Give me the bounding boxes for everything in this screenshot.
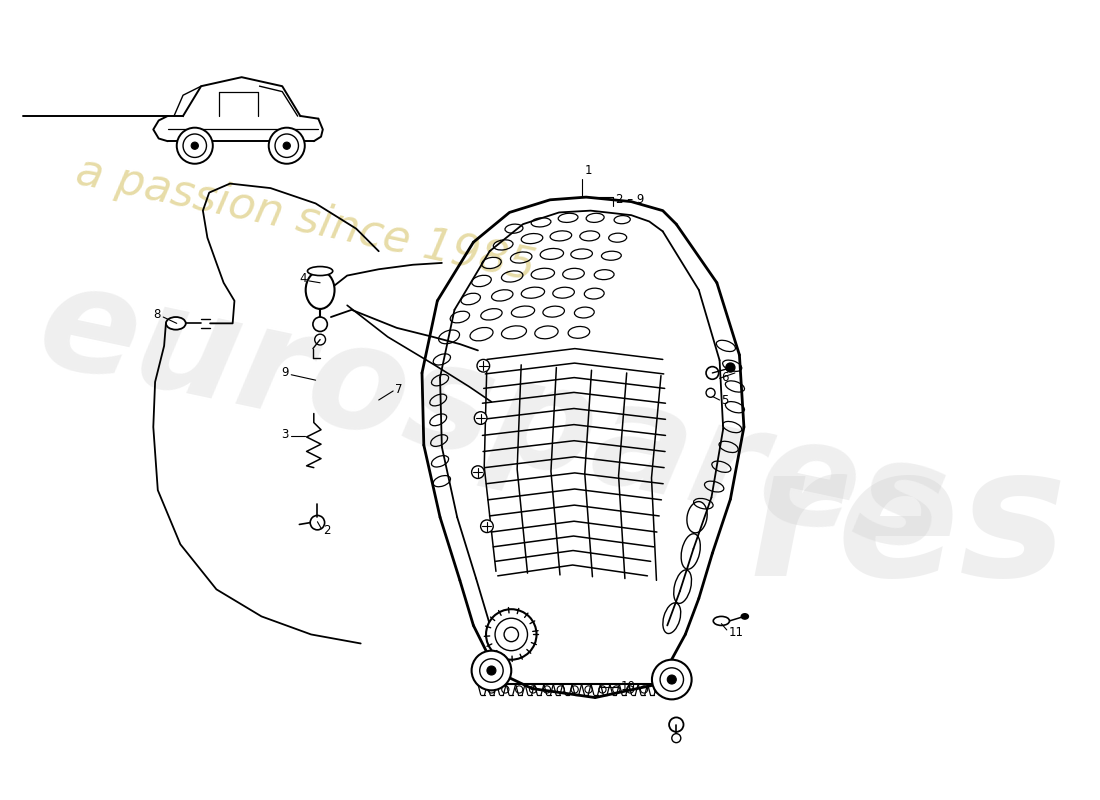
Circle shape (669, 718, 683, 732)
Text: 4: 4 (299, 272, 307, 285)
Text: 11: 11 (728, 626, 744, 639)
Text: 5: 5 (722, 394, 729, 406)
Circle shape (486, 610, 537, 660)
Circle shape (706, 366, 718, 379)
Text: 3: 3 (282, 428, 288, 441)
Text: 8: 8 (153, 308, 161, 321)
Text: a passion since 1985: a passion since 1985 (73, 150, 539, 290)
Circle shape (477, 359, 490, 372)
Circle shape (472, 466, 484, 478)
Ellipse shape (166, 317, 186, 330)
Circle shape (312, 317, 328, 331)
Circle shape (652, 660, 692, 699)
Text: eurospares: eurospares (28, 253, 959, 583)
Circle shape (481, 520, 493, 533)
Circle shape (191, 142, 198, 150)
Circle shape (474, 412, 487, 424)
Circle shape (672, 734, 681, 742)
Text: 9: 9 (282, 366, 288, 379)
Circle shape (487, 666, 496, 675)
Text: 7: 7 (395, 382, 403, 396)
Ellipse shape (306, 271, 334, 309)
Text: res: res (748, 438, 1067, 614)
Text: 1: 1 (584, 164, 592, 178)
Circle shape (283, 142, 290, 150)
Circle shape (726, 363, 735, 372)
Text: 2 – 9: 2 – 9 (616, 194, 645, 206)
Ellipse shape (713, 617, 729, 626)
Ellipse shape (741, 614, 748, 619)
Text: 2: 2 (322, 524, 330, 538)
Circle shape (706, 388, 715, 398)
Circle shape (315, 334, 326, 345)
Ellipse shape (308, 266, 332, 275)
Text: 6: 6 (722, 371, 729, 384)
Circle shape (268, 128, 305, 164)
Circle shape (177, 128, 212, 164)
Text: 10: 10 (620, 680, 636, 694)
Circle shape (504, 627, 518, 642)
Circle shape (668, 675, 676, 684)
Circle shape (472, 650, 512, 690)
